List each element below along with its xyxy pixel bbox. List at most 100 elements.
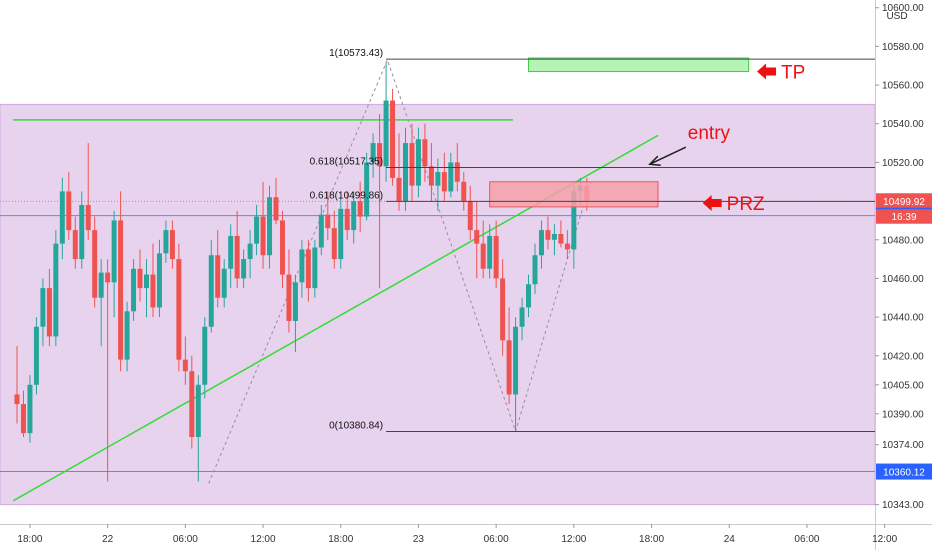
candle-body-10 (79, 204, 85, 260)
candle-body-15 (111, 220, 117, 283)
candle-body-37 (254, 216, 260, 244)
y-tick-label-12: 10343.00 (882, 500, 924, 511)
candle-body-63 (422, 139, 428, 167)
candle-body-64 (428, 166, 434, 186)
y-tick-label-8: 10420.00 (882, 351, 924, 362)
candle-body-55 (370, 143, 376, 163)
candle-body-48 (325, 214, 331, 229)
candle-body-38 (260, 216, 266, 256)
candle-body-2 (27, 384, 33, 434)
price-badge-0 (876, 193, 932, 210)
entry-arrow-head (648, 155, 661, 166)
candle-body-85 (564, 243, 570, 250)
candle-body-51 (344, 208, 350, 231)
y-tick-label-6: 10460.00 (882, 274, 924, 285)
candle-body-58 (390, 100, 396, 178)
prz-label-arrow-icon (702, 195, 722, 212)
candle-body-13 (98, 272, 104, 298)
candle-body-27 (189, 371, 195, 437)
y-tick-label-2: 10560.00 (882, 81, 924, 92)
candle-body-74 (493, 235, 499, 279)
fib-level-label-2: 0.618(10499.86) (310, 190, 383, 201)
candle-body-25 (176, 259, 182, 360)
y-tick-label-1: 10580.00 (882, 42, 924, 53)
x-tick-label-6: 06:00 (484, 534, 509, 545)
x-tick-label-9: 24 (724, 534, 736, 545)
candle-body-77 (513, 326, 519, 395)
y-tick-label-0: 10600.00 (882, 3, 924, 14)
candle-body-62 (415, 139, 421, 186)
candle-body-20 (144, 274, 149, 289)
candle-body-5 (46, 288, 52, 337)
candle-body-36 (247, 243, 253, 260)
candle-body-8 (66, 191, 72, 231)
prz-zone[interactable] (489, 181, 659, 208)
candle-body-50 (338, 208, 344, 260)
candle-body-43 (292, 282, 298, 321)
tp-label: TP (781, 63, 805, 84)
y-tick-label-4: 10520.00 (882, 158, 924, 169)
candle-body-21 (150, 274, 156, 308)
candle-body-59 (396, 177, 402, 202)
price-badge-label-0: 10499.92 (883, 197, 925, 208)
currency-label: USD (886, 11, 907, 22)
y-tick-label-9: 10405.00 (882, 380, 924, 391)
tp-label-arrow-icon (757, 63, 777, 80)
candle-body-39 (267, 197, 273, 256)
candle-body-30 (208, 255, 214, 327)
candle-body-1 (20, 404, 26, 434)
candle-body-42 (286, 274, 292, 321)
tp-zone[interactable] (528, 57, 750, 73)
candle-body-56 (377, 143, 383, 167)
candle-body-44 (299, 249, 305, 283)
candle-body-73 (487, 235, 493, 269)
candle-body-12 (92, 230, 98, 298)
fib-level-label-0: 1(10573.43) (329, 48, 383, 59)
entry-label: entry (688, 123, 731, 144)
candle-body-81 (538, 230, 544, 256)
countdown-label: 16:39 (891, 212, 916, 223)
candle-body-0 (14, 394, 20, 405)
x-tick-label-2: 06:00 (173, 534, 198, 545)
candle-body-80 (532, 255, 538, 285)
candle-body-24 (169, 230, 175, 260)
candle-body-28 (195, 384, 201, 437)
candle-body-34 (234, 235, 240, 279)
countdown-badge (876, 209, 932, 224)
x-tick-label-7: 12:00 (561, 534, 586, 545)
y-tick-label-5: 10480.00 (882, 235, 924, 246)
candle-body-32 (221, 268, 227, 298)
candle-body-22 (156, 253, 162, 308)
candle-body-57 (383, 100, 389, 167)
candle-body-78 (519, 307, 525, 327)
candle-body-52 (351, 201, 357, 231)
x-tick-label-11: 12:00 (872, 534, 897, 545)
candle-body-16 (118, 220, 124, 360)
price-badge-label-2: 10360.12 (883, 468, 925, 479)
candle-body-84 (558, 233, 564, 244)
candle-body-26 (182, 359, 188, 372)
candle-body-49 (331, 228, 337, 260)
candle-body-31 (215, 255, 221, 298)
price-badge-2 (876, 463, 932, 480)
x-tick-label-10: 06:00 (794, 534, 819, 545)
candle-body-46 (312, 247, 318, 289)
x-tick-label-3: 12:00 (251, 534, 276, 545)
entry-arrow-shaft (649, 146, 687, 165)
candle-body-3 (33, 326, 39, 385)
candle-body-72 (480, 243, 486, 269)
candle-body-67 (448, 162, 454, 192)
candle-body-54 (364, 162, 370, 217)
candle-body-61 (409, 143, 415, 186)
fib-level-label-3: 0(10380.84) (329, 420, 383, 431)
candle-body-4 (40, 288, 46, 327)
candle-body-18 (131, 268, 137, 312)
candle-body-60 (403, 143, 408, 202)
candle-body-19 (137, 268, 143, 289)
candle-body-75 (500, 278, 506, 341)
candle-body-11 (85, 204, 91, 231)
candle-body-33 (228, 235, 234, 269)
harmonic-pattern-path (208, 58, 592, 484)
x-tick-label-0: 18:00 (17, 534, 42, 545)
